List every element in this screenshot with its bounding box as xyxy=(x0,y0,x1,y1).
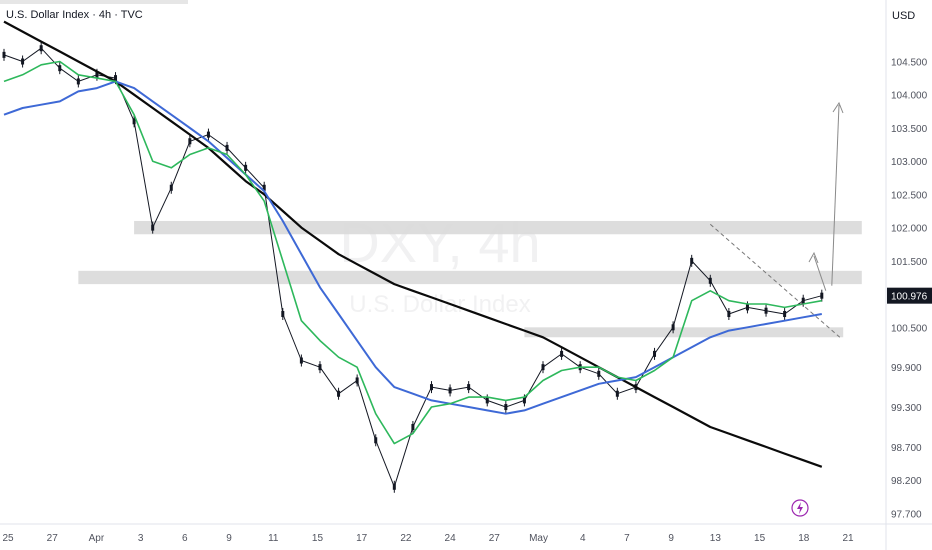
dashed-trendline[interactable] xyxy=(709,223,841,338)
candle-body xyxy=(262,184,266,191)
candle-body xyxy=(318,364,322,371)
projection-line[interactable] xyxy=(831,104,840,286)
candle-body xyxy=(411,423,415,430)
candle-body xyxy=(764,307,768,314)
price-tick-label: 98.200 xyxy=(891,476,922,487)
candle-body xyxy=(597,370,601,377)
time-tick-label: 4 xyxy=(580,533,586,544)
watermark-name: U.S. Dollar Index xyxy=(349,291,530,318)
sr-zone-0[interactable] xyxy=(134,220,862,235)
time-tick-label: 21 xyxy=(842,533,854,544)
candle-body xyxy=(95,71,99,78)
price-tick-label: 99.300 xyxy=(891,403,922,414)
time-tick-label: 3 xyxy=(138,533,144,544)
lightning-icon-glyph xyxy=(797,502,803,514)
candle-body xyxy=(429,384,433,391)
candle-body xyxy=(671,324,675,331)
price-tick-label: 104.000 xyxy=(891,91,928,102)
time-tick-label: 15 xyxy=(754,533,766,544)
candle-body xyxy=(76,78,80,85)
candle-body xyxy=(2,51,6,58)
price-tick-label: 98.700 xyxy=(891,443,922,454)
candle-body xyxy=(114,75,118,82)
candle-body xyxy=(727,311,731,318)
candle-body xyxy=(206,131,210,138)
current-price-tag[interactable] xyxy=(887,287,932,304)
price-tick-label: 99.900 xyxy=(891,363,922,374)
series-line-2[interactable] xyxy=(3,80,822,415)
arrow-up-icon xyxy=(832,101,844,114)
watermark-symbol: DXY, 4h xyxy=(339,211,540,274)
candle-body xyxy=(39,45,43,52)
price-tick-label: 104.500 xyxy=(891,58,928,69)
time-tick-label: 22 xyxy=(400,533,412,544)
short-projection-line[interactable] xyxy=(813,255,827,291)
candle-body xyxy=(355,377,359,384)
time-tick-label: 27 xyxy=(489,533,501,544)
candle-body xyxy=(58,65,62,72)
currency-label[interactable]: USD xyxy=(892,10,916,22)
candle-body xyxy=(653,350,657,357)
price-tick-label: 102.500 xyxy=(891,190,928,201)
series-line-3[interactable] xyxy=(3,60,822,445)
lightning-icon[interactable] xyxy=(791,499,809,517)
time-tick-label: 9 xyxy=(226,533,232,544)
price-tick-label: 97.700 xyxy=(891,509,922,520)
candle-body xyxy=(188,138,192,145)
time-tick-label: 18 xyxy=(798,533,810,544)
top-toolbar-strip xyxy=(0,0,188,4)
time-tick-label: 25 xyxy=(2,533,14,544)
candle-body xyxy=(21,58,25,65)
candle-body xyxy=(281,311,285,318)
price-tick-label: 103.500 xyxy=(891,124,928,135)
current-price-label: 100.976 xyxy=(891,292,928,303)
time-tick-label: 15 xyxy=(312,533,324,544)
arrow-up-icon xyxy=(808,251,819,264)
time-tick-label: 11 xyxy=(268,533,279,544)
time-tick-label: 27 xyxy=(47,533,59,544)
candle-body xyxy=(448,387,452,394)
sr-zone-1[interactable] xyxy=(78,270,862,285)
candle-body xyxy=(522,397,526,404)
price-tick-label: 102.000 xyxy=(891,224,928,235)
candle-body xyxy=(485,397,489,404)
candle-body xyxy=(169,184,173,191)
time-tick-label: Apr xyxy=(89,533,105,544)
series-line-1[interactable] xyxy=(3,20,823,468)
candle-body xyxy=(244,164,248,171)
time-tick-label: 13 xyxy=(710,533,722,544)
symbol-title[interactable]: U.S. Dollar Index · 4h · TVC xyxy=(6,9,143,21)
time-tick-label: 6 xyxy=(182,533,188,544)
time-tick-label: May xyxy=(529,533,548,544)
price-tick-label: 100.500 xyxy=(891,323,928,334)
candle-body xyxy=(745,304,749,311)
candle-body xyxy=(504,404,508,411)
candle-body xyxy=(615,390,619,397)
price-tick-label: 101.500 xyxy=(891,257,928,268)
candle-body xyxy=(392,483,396,490)
candle-body xyxy=(560,350,564,357)
time-tick-label: 24 xyxy=(445,533,457,544)
candle-body xyxy=(783,311,787,318)
candle-body xyxy=(708,277,712,284)
candle-body xyxy=(225,144,229,151)
sr-zone-2[interactable] xyxy=(524,327,844,338)
candle-body xyxy=(374,437,378,444)
candle-body xyxy=(541,364,545,371)
candle-body xyxy=(299,357,303,364)
candle-body xyxy=(690,257,694,264)
candle-body xyxy=(132,118,136,125)
time-tick-label: 17 xyxy=(356,533,368,544)
candle-body xyxy=(820,292,824,299)
candle-body xyxy=(337,390,341,397)
candle-body xyxy=(467,384,471,391)
candle-body xyxy=(801,297,805,304)
candle-body xyxy=(151,224,155,231)
time-tick-label: 9 xyxy=(668,533,674,544)
time-tick-label: 7 xyxy=(624,533,630,544)
price-tick-label: 103.000 xyxy=(891,157,928,168)
